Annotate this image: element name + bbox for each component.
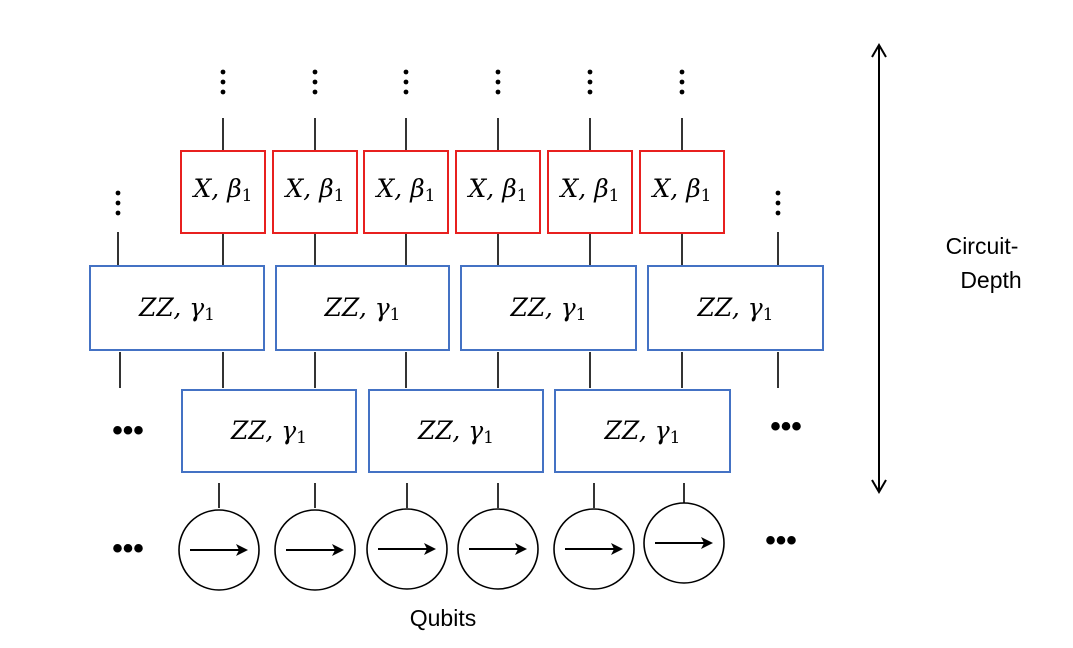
horizontal-ellipsis: ••• [112, 532, 144, 565]
zz-gate-label: ZZ, γ1 [697, 293, 774, 325]
depth-label-line1: Circuit- [946, 233, 1019, 259]
horizontal-ellipsis: ••• [765, 524, 797, 557]
zz-gate-box [181, 389, 357, 473]
depth-label-line2: Depth [960, 267, 1021, 293]
zz-gate-label: ZZ, γ1 [324, 293, 401, 325]
vertical-ellipsis-icon [679, 69, 685, 95]
zz-gate-label: ZZ, γ1 [138, 293, 215, 325]
zz-gate-label: ZZ, γ1 [604, 416, 681, 448]
x-gate-box [455, 150, 541, 234]
vertical-ellipsis-icon [403, 69, 409, 95]
zz-gate-box [368, 389, 544, 473]
qubit [643, 502, 725, 584]
x-gate-box [639, 150, 725, 234]
vertical-ellipsis-icon [312, 69, 318, 95]
vertical-ellipsis-icon [775, 190, 781, 216]
x-gate-label: X, β1 [559, 174, 620, 206]
x-gate-label: X, β1 [284, 174, 345, 206]
zz-gate-box [554, 389, 731, 473]
qubit [274, 509, 356, 591]
x-gate-label: X, β1 [651, 174, 712, 206]
double-headed-vertical-arrow-icon [871, 43, 887, 494]
x-gate-box [547, 150, 633, 234]
x-gate-label: X, β1 [467, 174, 528, 206]
vertical-ellipsis-icon [115, 190, 121, 216]
zz-gate-box [460, 265, 637, 351]
wire-lines [117, 118, 779, 508]
vertical-ellipsis-icon [220, 69, 226, 95]
vertical-ellipsis-icon [587, 69, 593, 95]
x-gate-label: X, β1 [192, 174, 253, 206]
qubit [366, 508, 448, 590]
horizontal-ellipsis: ••• [112, 414, 144, 447]
x-gate-label: X, β1 [375, 174, 436, 206]
gate-layer [89, 150, 824, 473]
zz-gate-box [89, 265, 265, 351]
zz-gate-label: ZZ, γ1 [510, 293, 587, 325]
horizontal-ellipsis: ••• [770, 410, 802, 443]
x-gate-box [272, 150, 358, 234]
qubits-label: Qubits [410, 605, 476, 631]
qubit [178, 509, 260, 591]
zz-gate-label: ZZ, γ1 [417, 416, 494, 448]
qubit [457, 508, 539, 590]
zz-gate-label: ZZ, γ1 [230, 416, 307, 448]
zz-gate-box [647, 265, 824, 351]
zz-gate-box [275, 265, 450, 351]
x-gate-box [180, 150, 266, 234]
vertical-ellipsis-icon [495, 69, 501, 95]
qubit-row [178, 502, 725, 591]
text-layer: X, β1 X, β1 X, β1 X, β1 X, β1 X, β1 ZZ, γ1 ZZ, … [112, 43, 1022, 631]
x-gate-box [363, 150, 449, 234]
qubit [553, 508, 635, 590]
